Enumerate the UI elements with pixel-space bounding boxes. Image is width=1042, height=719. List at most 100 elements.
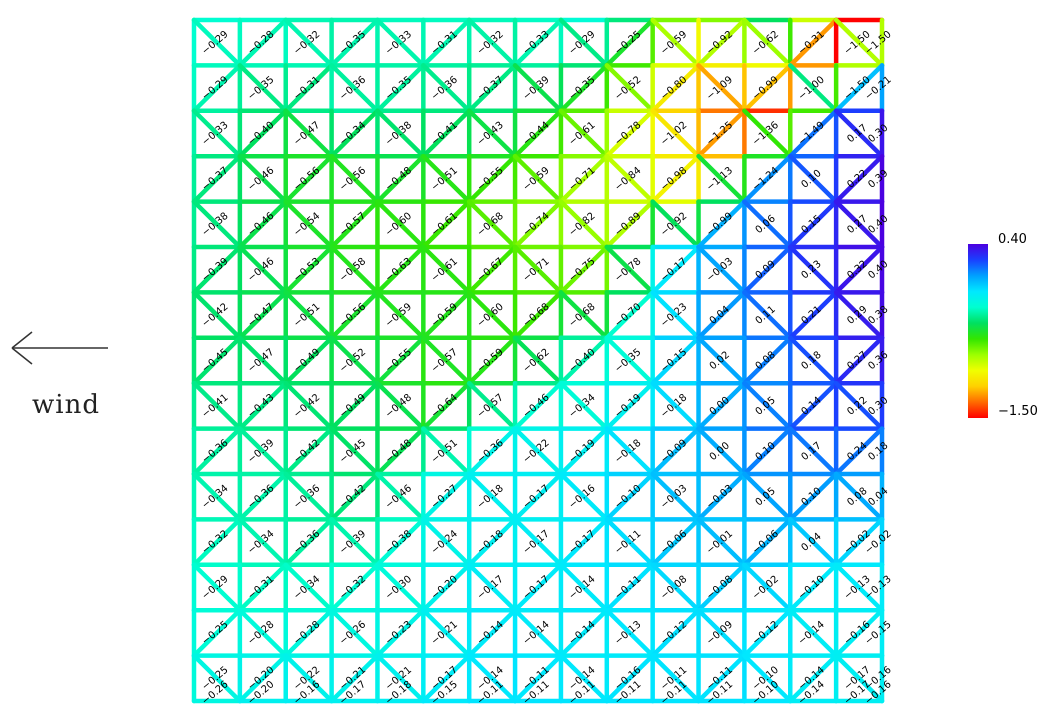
mesh-lines: [191, 17, 885, 704]
mesh-edge: [558, 153, 610, 204]
colorbar-max-label: 0.40: [998, 232, 1027, 247]
mesh-edge: [375, 653, 426, 704]
mesh-edge: [191, 108, 243, 159]
mesh-edge: [421, 244, 472, 295]
mesh-edge: [237, 653, 288, 704]
mesh-edge: [375, 607, 426, 658]
value-label: −0.28: [246, 29, 277, 57]
mesh-edge: [191, 562, 243, 613]
mesh-edge: [191, 426, 243, 477]
mesh-edge: [558, 290, 610, 341]
mesh-edge: [421, 380, 472, 431]
mesh-edge: [237, 108, 288, 159]
mesh-edge: [788, 471, 839, 522]
value-label: 0.18: [866, 440, 890, 463]
mesh-edge: [512, 290, 564, 341]
mesh-edge: [191, 380, 243, 431]
value-label: −0.31: [292, 74, 323, 102]
mesh-edge: [696, 199, 747, 250]
mesh-edge: [604, 380, 655, 431]
mesh-edge: [650, 562, 701, 613]
value-label: −0.06: [750, 528, 781, 556]
mesh-edge: [833, 199, 885, 250]
value-label: −0.03: [705, 483, 736, 511]
mesh-edge: [788, 426, 839, 477]
mesh-edge: [558, 562, 610, 613]
mesh-edge: [421, 607, 472, 658]
mesh-edge: [375, 63, 426, 114]
mesh-edge: [558, 653, 610, 704]
value-label: −0.08: [705, 574, 736, 602]
mesh-edge: [421, 426, 472, 477]
mesh-edge: [696, 108, 747, 159]
mesh-edge: [558, 244, 610, 295]
mesh-edge: [329, 653, 380, 704]
value-label: −0.11: [613, 574, 644, 602]
mesh-edge: [283, 153, 334, 204]
mesh-edge: [742, 199, 793, 250]
value-label: −0.61: [429, 211, 460, 239]
mesh-edge: [788, 517, 839, 568]
mesh-edge: [742, 607, 793, 658]
mesh-edge: [558, 380, 610, 431]
value-label: −0.99: [705, 211, 736, 239]
wind-label: wind: [32, 390, 100, 420]
value-label: −0.06: [659, 528, 690, 556]
mesh-edge: [696, 63, 747, 114]
mesh-edge: [742, 562, 793, 613]
value-label: −0.31: [429, 29, 460, 57]
mesh-edge: [742, 653, 793, 704]
mesh-edge: [329, 607, 380, 658]
mesh-edge: [650, 199, 701, 250]
value-label: −0.18: [475, 528, 506, 556]
mesh-edge: [742, 426, 793, 477]
value-label: −1.49: [796, 120, 827, 148]
mesh-edge: [375, 244, 426, 295]
mesh-edge: [558, 335, 610, 386]
mesh-edge: [696, 17, 747, 68]
value-label: −0.67: [475, 256, 506, 284]
value-label: 0.38: [866, 304, 890, 327]
value-label: −0.36: [292, 528, 323, 556]
mesh-edge: [283, 108, 334, 159]
value-label: −0.31: [796, 29, 827, 57]
value-label: −0.38: [384, 528, 415, 556]
mesh-edge: [742, 335, 793, 386]
mesh-edge: [329, 380, 380, 431]
mesh-edge: [512, 653, 564, 704]
value-label: −0.33: [521, 29, 552, 57]
mesh-edge: [421, 335, 472, 386]
mesh-edge: [283, 426, 334, 477]
mesh-edge: [742, 517, 793, 568]
value-label: −0.99: [750, 74, 781, 102]
mesh-edge: [833, 517, 885, 568]
mesh-edge: [696, 335, 747, 386]
mesh-edge: [466, 607, 518, 658]
value-label: −0.44: [521, 120, 552, 148]
mesh-edge: [788, 244, 839, 295]
mesh-edge: [558, 108, 610, 159]
value-label: −0.78: [613, 120, 644, 148]
mesh-edge: [191, 199, 243, 250]
mesh-edge: [283, 562, 334, 613]
mesh-edge: [466, 426, 518, 477]
mesh-edge: [696, 244, 747, 295]
mesh-edge: [604, 290, 655, 341]
mesh-edge: [788, 108, 839, 159]
mesh-edge: [650, 607, 701, 658]
mesh-edge: [466, 199, 518, 250]
mesh-edge: [788, 562, 839, 613]
value-label: −0.35: [567, 74, 598, 102]
mesh-edge: [512, 17, 564, 68]
value-label: 0.40: [866, 213, 890, 236]
mesh-edge: [421, 562, 472, 613]
mesh-edge: [512, 517, 564, 568]
value-label: −0.12: [750, 619, 781, 647]
value-label: −0.19: [613, 392, 644, 420]
mesh-edge: [833, 380, 885, 431]
mesh-edge: [466, 153, 518, 204]
mesh-edge: [421, 471, 472, 522]
mesh-edge: [421, 108, 472, 159]
mesh-edge: [512, 108, 564, 159]
value-label: −1.25: [705, 120, 736, 148]
